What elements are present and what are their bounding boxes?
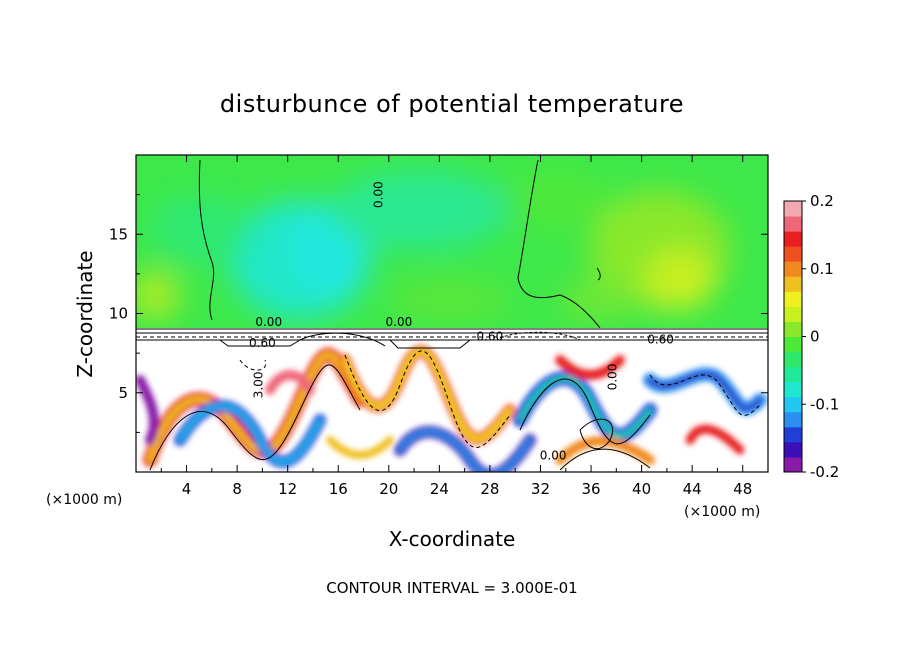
- contour-line: [149, 364, 361, 471]
- contour-labels: 0.00 0.00 0.00 0.60 0.60 0.60 3.00 0.00 0.00: [249, 181, 674, 462]
- x-tick-label: 24: [430, 480, 449, 498]
- x-tick-label: 44: [683, 480, 702, 498]
- colorbar-swatch: [784, 336, 802, 353]
- contour-label: 3.00: [251, 371, 265, 398]
- z-unit-label: (×1000 m): [46, 492, 122, 508]
- colorbar-swatch: [784, 366, 802, 383]
- plot-area: 0.00 0.00 0.00 0.60 0.60 0.60 3.00 0.00 0.00: [135, 154, 769, 473]
- contour-interval-note: CONTOUR INTERVAL = 3.000E-01: [326, 579, 577, 597]
- x-tick-label: 48: [733, 480, 752, 498]
- colorbar-swatch: [784, 291, 802, 307]
- contour-label: 0.00: [255, 315, 282, 329]
- colorbar-tick-label: 0: [810, 328, 820, 346]
- x-axis-label: X-coordinate: [389, 527, 516, 551]
- colorbar-swatch: [784, 201, 802, 217]
- contour-lines: [198, 159, 601, 329]
- y-tick-label: 10: [109, 305, 128, 323]
- colorbar-swatch: [784, 351, 802, 368]
- colorbar-tick-label: 0.2: [810, 192, 834, 210]
- y-tick-label: 5: [118, 384, 128, 402]
- colorbar-swatch: [784, 261, 802, 277]
- contour-label: 0.00: [371, 181, 385, 208]
- lower-field: [136, 340, 768, 472]
- x-unit-label: (×1000 m): [684, 504, 760, 520]
- contour-label: 0.00: [605, 364, 619, 391]
- contour-line: [649, 374, 761, 416]
- contour-label: 0.60: [647, 333, 674, 347]
- contour-label: 0.60: [249, 336, 276, 350]
- colorbar-tick-label: 0.1: [810, 260, 834, 278]
- colorbar-swatch: [784, 411, 802, 428]
- y-axis-label: Z-coordinate: [73, 250, 97, 377]
- chart-title: disturbunce of potential temperature: [220, 90, 684, 118]
- x-tick-label: 16: [329, 480, 348, 498]
- colorbar: 0.2 0.1 0 -0.1 -0.2: [783, 192, 839, 481]
- x-tick-label: 8: [232, 480, 242, 498]
- x-tick-label: 40: [632, 480, 651, 498]
- upper-field: [136, 155, 768, 328]
- contour-label: 0.60: [477, 329, 504, 343]
- colorbar-swatch: [784, 381, 802, 398]
- y-axis: 5 10 15: [109, 194, 768, 433]
- x-axis: 4 8 12 16 20 24 28 32 36 40 44 48: [160, 155, 752, 498]
- x-tick-label: 4: [182, 480, 192, 498]
- colorbar-swatch: [784, 231, 802, 247]
- contour-line: [519, 378, 651, 445]
- contour-line: [239, 359, 267, 371]
- contour-label: 0.00: [386, 315, 413, 329]
- interface-contours: [136, 328, 768, 349]
- x-tick-label: 32: [531, 480, 550, 498]
- colorbar-tick-label: -0.2: [810, 463, 839, 481]
- colorbar-swatch: [784, 441, 802, 458]
- y-tick-label: 15: [109, 225, 128, 243]
- x-tick-label: 12: [278, 480, 297, 498]
- contour-line: [579, 418, 614, 450]
- colorbar-swatch: [784, 216, 802, 232]
- colorbar-swatch: [784, 306, 802, 322]
- colorbar-swatch: [784, 276, 802, 292]
- colorbar-swatch: [784, 426, 802, 443]
- colorbar-swatch: [784, 246, 802, 262]
- colorbar-swatch: [784, 396, 802, 413]
- x-tick-label: 28: [480, 480, 499, 498]
- colorbar-swatch: [784, 456, 802, 473]
- x-tick-label: 36: [581, 480, 600, 498]
- x-tick-label: 20: [379, 480, 398, 498]
- lower-contour-lines: [149, 350, 761, 471]
- contour-label: 0.00: [540, 448, 567, 462]
- colorbar-swatch: [784, 321, 802, 337]
- colorbar-tick-label: -0.1: [810, 395, 839, 413]
- contour-line: [559, 448, 651, 471]
